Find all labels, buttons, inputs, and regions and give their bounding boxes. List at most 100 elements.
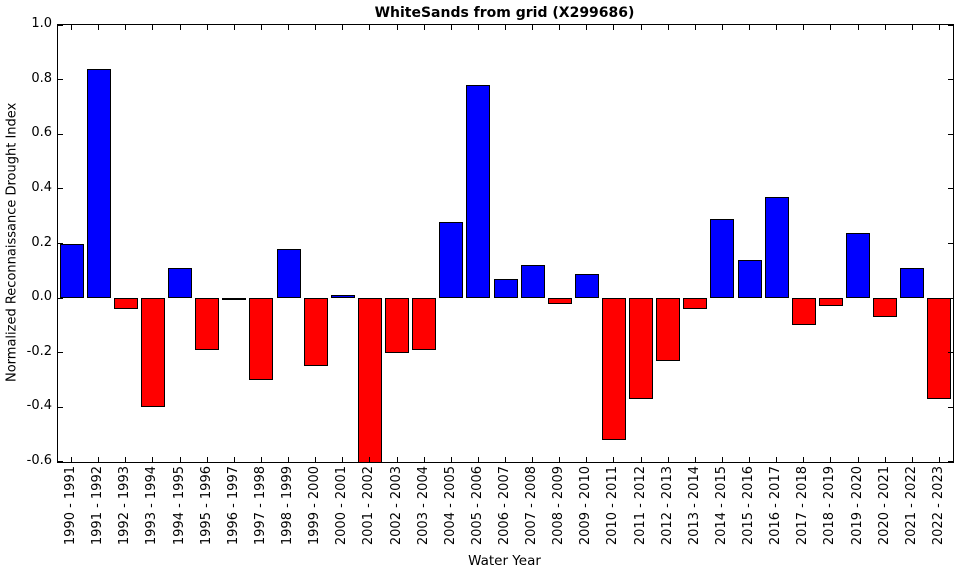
x-tick-mark <box>884 457 886 462</box>
x-tick-mark <box>342 25 344 30</box>
x-tick-label: 2016 - 2017 <box>768 466 784 546</box>
x-tick-mark <box>830 457 832 462</box>
x-tick-label: 1994 - 1995 <box>171 466 187 546</box>
y-tick-mark <box>58 243 63 244</box>
bar-2015-2016 <box>737 259 762 299</box>
bar-1991-1992 <box>86 68 111 299</box>
x-tick-label: 1991 - 1992 <box>90 466 106 546</box>
x-tick-mark <box>938 457 940 462</box>
x-tick-mark <box>423 25 425 30</box>
y-tick-label: 0.6 <box>31 125 52 141</box>
x-tick-mark <box>233 457 235 462</box>
bar-1993-1994 <box>140 298 165 408</box>
bar-2011-2012 <box>629 298 654 400</box>
x-tick-cell: 1994 - 1995 <box>165 466 192 550</box>
x-tick-mark <box>721 457 723 462</box>
x-tick-mark <box>260 457 262 462</box>
bar-1997-1998 <box>249 298 274 381</box>
x-tick-mark <box>938 25 940 30</box>
x-tick-label: 2021 - 2022 <box>903 466 919 546</box>
x-tick-mark <box>233 25 235 30</box>
x-tick-mark <box>369 25 371 30</box>
y-tick-mark <box>58 406 63 408</box>
x-tick-mark <box>776 25 778 30</box>
x-tick-mark <box>776 457 778 462</box>
bar-2002-2003 <box>385 298 409 353</box>
x-tick-mark <box>803 25 805 30</box>
bar-2001-2002 <box>357 298 382 462</box>
x-tick-mark <box>477 25 479 30</box>
x-tick-cell: 1992 - 1993 <box>111 466 138 550</box>
x-tick-mark <box>125 457 127 462</box>
y-tick-label: 1.0 <box>31 16 52 31</box>
bar-2018-2019 <box>818 298 843 307</box>
x-tick-mark <box>342 457 344 462</box>
x-tick-cell: 2015 - 2016 <box>735 466 762 550</box>
x-tick-mark <box>71 457 73 462</box>
y-tick-label: 0.0 <box>31 289 52 305</box>
bar-2021-2022 <box>900 268 925 299</box>
x-tick-mark <box>288 457 290 462</box>
x-tick-mark <box>830 25 832 30</box>
bar-2022-2023 <box>927 298 952 400</box>
y-tick-labels: 1.0 0.8 0.6 0.4 0.2 0.0 -0.2 -0.4 -0.6 <box>0 0 52 578</box>
x-tick-label: 1995 - 1996 <box>198 466 214 546</box>
bar-2004-2005 <box>439 221 464 299</box>
x-tick-cell: 2002 - 2003 <box>382 466 409 550</box>
x-tick-cell: 1991 - 1992 <box>84 466 111 550</box>
x-tick-label: 2005 - 2006 <box>469 466 485 546</box>
x-tick-mark <box>505 457 506 462</box>
x-tick-cell: 2013 - 2014 <box>681 466 708 550</box>
x-tick-cell: 2020 - 2021 <box>871 466 898 550</box>
x-tick-label: 2015 - 2016 <box>741 466 757 546</box>
x-tick-label: 2008 - 2009 <box>551 466 567 546</box>
x-tick-mark <box>884 25 886 30</box>
bar-2019-2020 <box>846 232 871 299</box>
x-tick-label: 1998 - 1999 <box>280 466 296 546</box>
x-tick-label: 2009 - 2010 <box>578 466 594 546</box>
x-tick-mark <box>450 25 452 30</box>
bar-2005-2006 <box>466 85 491 299</box>
x-tick-label: 2013 - 2014 <box>686 466 702 546</box>
y-tick-label: 0.8 <box>31 70 52 86</box>
x-tick-cell: 2012 - 2013 <box>654 466 681 550</box>
x-tick-mark <box>667 457 669 462</box>
x-tick-mark <box>423 457 425 462</box>
bars-layer <box>58 25 953 462</box>
x-tick-label: 2000 - 2001 <box>334 466 350 546</box>
x-tick-cell: 2011 - 2012 <box>627 466 654 550</box>
x-tick-cell: 2022 - 2023 <box>925 466 952 550</box>
x-tick-mark <box>315 457 317 462</box>
x-tick-label: 2014 - 2015 <box>713 466 729 546</box>
x-tick-cell: 1990 - 1991 <box>57 466 84 550</box>
x-tick-mark <box>857 457 859 462</box>
x-tick-cell: 1998 - 1999 <box>274 466 301 550</box>
bar-2014-2015 <box>710 218 735 299</box>
bar-1998-1999 <box>276 248 301 299</box>
x-tick-cell: 2009 - 2010 <box>572 466 599 550</box>
bar-2016-2017 <box>764 197 789 299</box>
x-tick-cell: 1993 - 1994 <box>138 466 165 550</box>
x-tick-label: 2006 - 2007 <box>496 466 512 546</box>
y-tick-mark <box>948 297 953 299</box>
x-tick-cell: 2016 - 2017 <box>762 466 789 550</box>
x-tick-mark <box>477 457 479 462</box>
x-tick-label: 2007 - 2008 <box>524 466 540 546</box>
x-tick-label: 2019 - 2020 <box>849 466 865 546</box>
bar-2010-2011 <box>601 298 626 441</box>
bar-1996-1997 <box>222 298 247 301</box>
x-tick-label: 2004 - 2005 <box>442 466 458 546</box>
x-tick-mark <box>532 25 534 30</box>
x-tick-mark <box>694 25 696 30</box>
x-tick-label: 2002 - 2003 <box>388 466 404 546</box>
x-tick-mark <box>369 457 371 462</box>
x-tick-mark <box>640 457 642 462</box>
x-tick-mark <box>694 457 696 462</box>
x-tick-mark <box>667 25 669 30</box>
x-tick-label: 1996 - 1997 <box>225 466 241 546</box>
x-tick-mark <box>396 25 398 30</box>
y-tick-mark <box>948 188 953 190</box>
y-tick-label: -0.2 <box>26 343 52 359</box>
y-tick-label: 0.2 <box>31 234 52 250</box>
